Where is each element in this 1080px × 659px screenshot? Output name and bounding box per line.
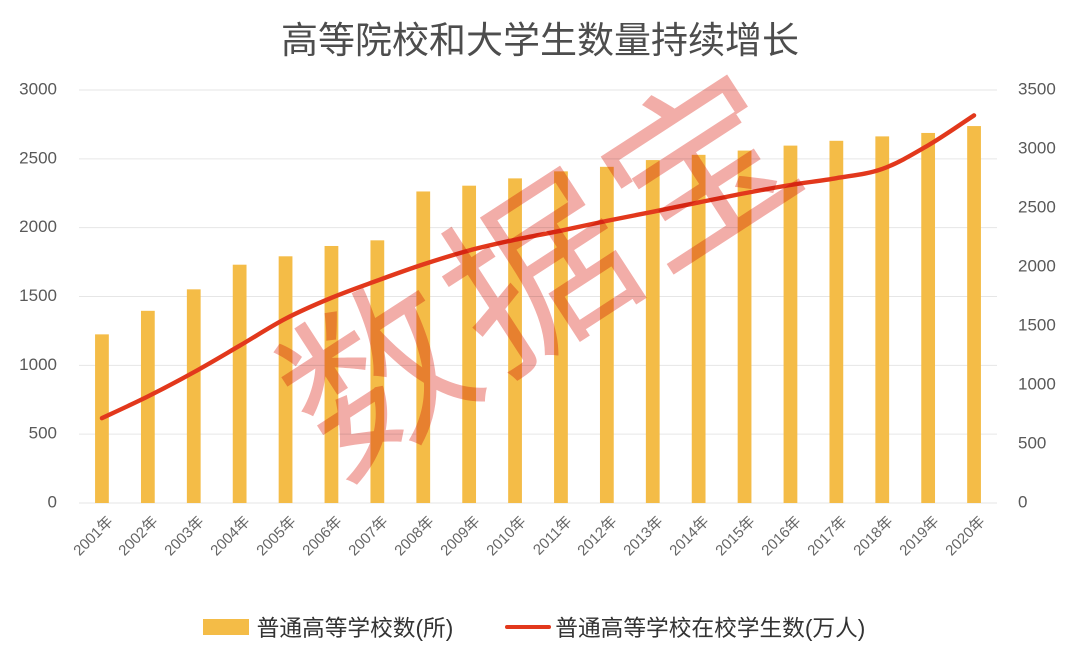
svg-text:3000: 3000	[1018, 138, 1056, 157]
svg-text:1000: 1000	[1018, 374, 1056, 393]
svg-text:1500: 1500	[19, 286, 57, 305]
svg-text:1500: 1500	[1018, 315, 1056, 334]
svg-text:2500: 2500	[1018, 197, 1056, 216]
svg-text:3000: 3000	[19, 79, 57, 98]
svg-text:3500: 3500	[1018, 79, 1056, 98]
svg-text:500: 500	[29, 424, 57, 443]
svg-text:0: 0	[48, 492, 57, 511]
svg-text:1000: 1000	[19, 355, 57, 374]
svg-text:0: 0	[1018, 492, 1027, 511]
svg-text:2000: 2000	[1018, 256, 1056, 275]
svg-text:2000: 2000	[19, 217, 57, 236]
svg-text:2500: 2500	[19, 148, 57, 167]
svg-text:500: 500	[1018, 433, 1046, 452]
